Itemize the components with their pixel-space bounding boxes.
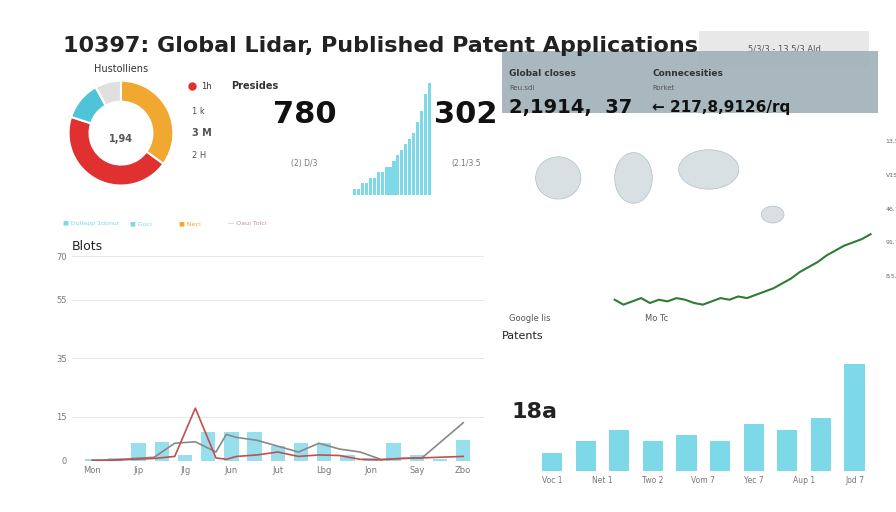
Text: Blots: Blots	[72, 241, 103, 253]
Bar	[844, 365, 865, 471]
Text: 2,1914,  37: 2,1914, 37	[509, 98, 633, 117]
Text: Connecesities: Connecesities	[652, 69, 723, 78]
Text: ■ Neci: ■ Neci	[179, 221, 201, 226]
Ellipse shape	[762, 206, 784, 223]
Bar	[369, 178, 372, 195]
Text: Patents: Patents	[502, 331, 543, 341]
Wedge shape	[121, 81, 173, 164]
Text: 2 H: 2 H	[192, 151, 206, 160]
Text: 8,5,34: 8,5,34	[885, 274, 896, 279]
Bar	[201, 432, 215, 461]
Text: 302: 302	[435, 100, 497, 129]
Bar	[85, 459, 99, 461]
Bar	[271, 446, 285, 461]
Text: Presides: Presides	[231, 81, 279, 92]
Ellipse shape	[678, 150, 739, 189]
Bar	[433, 459, 447, 461]
Text: ■ Goci: ■ Goci	[130, 221, 151, 226]
Bar	[811, 418, 831, 471]
Text: Reu.sdi: Reu.sdi	[509, 85, 535, 91]
Wedge shape	[71, 87, 106, 123]
Text: 1,94: 1,94	[109, 134, 133, 144]
Bar	[132, 443, 146, 461]
Ellipse shape	[615, 153, 652, 203]
Bar	[778, 430, 797, 471]
Bar	[419, 111, 423, 195]
Bar	[247, 432, 262, 461]
Bar	[456, 440, 470, 461]
Text: Google lis: Google lis	[509, 314, 551, 323]
Text: 91,7,6c: 91,7,6c	[885, 240, 896, 245]
Bar	[340, 455, 355, 461]
Bar	[376, 172, 380, 195]
Bar	[412, 133, 415, 195]
Bar	[710, 441, 730, 471]
Bar	[358, 189, 360, 195]
Text: 13,5,30: 13,5,30	[885, 139, 896, 144]
Bar	[317, 443, 332, 461]
Text: 18a: 18a	[512, 402, 558, 422]
Ellipse shape	[536, 157, 581, 199]
Bar	[177, 455, 193, 461]
Bar	[353, 189, 357, 195]
Bar	[361, 183, 365, 195]
Text: ■ Dullepp 1donur: ■ Dullepp 1donur	[63, 221, 119, 226]
Text: (2.1/3.5: (2.1/3.5	[451, 159, 481, 168]
Bar	[609, 430, 629, 471]
Text: 1 k: 1 k	[192, 106, 204, 116]
Bar	[392, 161, 395, 195]
Bar	[386, 443, 401, 461]
Text: 780: 780	[272, 100, 337, 129]
Bar	[676, 436, 697, 471]
Bar	[576, 441, 596, 471]
Bar	[396, 156, 400, 195]
Text: 46,14: 46,14	[885, 206, 896, 211]
Text: — Oaui Tolci: — Oaui Tolci	[228, 221, 267, 226]
Bar	[384, 166, 388, 195]
Bar	[224, 432, 238, 461]
Text: 5/3/3 - 13.5/3 Ald: 5/3/3 - 13.5/3 Ald	[747, 44, 821, 53]
Text: Mo Tc: Mo Tc	[645, 314, 668, 323]
Bar	[744, 423, 763, 471]
Bar	[294, 443, 308, 461]
Text: Global closes: Global closes	[509, 69, 576, 78]
Wedge shape	[69, 117, 163, 185]
Bar	[643, 441, 663, 471]
Bar	[155, 442, 169, 461]
Bar	[427, 83, 431, 195]
Bar	[502, 51, 878, 113]
Bar	[416, 122, 419, 195]
Bar	[381, 172, 383, 195]
Bar	[373, 178, 376, 195]
Text: (2) D/3: (2) D/3	[291, 159, 318, 168]
Bar	[542, 453, 563, 471]
Text: 10397: Global Lidar, Published Patent Applications: 10397: Global Lidar, Published Patent Ap…	[63, 36, 698, 56]
Text: Rorket: Rorket	[652, 85, 675, 91]
Bar	[389, 166, 392, 195]
Bar	[424, 94, 426, 195]
Text: ← 217,8,9126/rq: ← 217,8,9126/rq	[652, 100, 790, 115]
Title: Hustolliens: Hustolliens	[94, 64, 148, 74]
Bar	[108, 458, 123, 461]
Bar	[363, 458, 378, 461]
Wedge shape	[96, 81, 121, 105]
Bar	[408, 139, 411, 195]
Bar	[365, 183, 368, 195]
Bar	[409, 455, 424, 461]
Text: V15,A4: V15,A4	[885, 173, 896, 178]
Text: 1h: 1h	[201, 82, 211, 91]
Text: 3 M: 3 M	[192, 128, 211, 138]
Bar	[401, 150, 403, 195]
Bar	[404, 144, 408, 195]
